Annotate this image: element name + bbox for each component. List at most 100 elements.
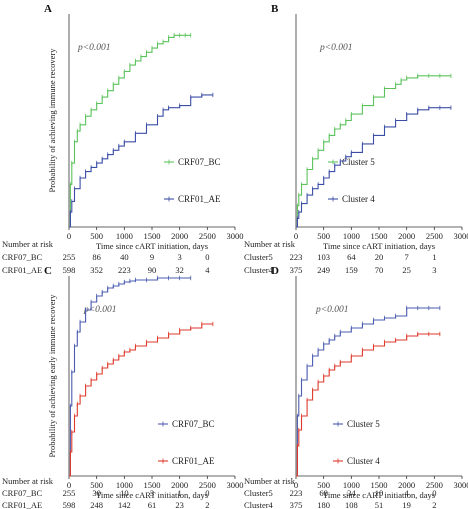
risk-value: 19 — [402, 500, 411, 509]
risk-value: 86 — [92, 252, 101, 262]
risk-value: 223 — [290, 252, 303, 262]
risk-value: 51 — [375, 500, 384, 509]
legend-label: CRF01_AE — [172, 456, 215, 466]
risk-row-label: CRF07_BC — [2, 252, 42, 262]
x-tick-label: 1500 — [371, 231, 388, 241]
risk-value: 0 — [432, 488, 436, 498]
x-tick-label: 1000 — [116, 231, 133, 241]
x-axis-label: Time since cART initiation, days — [323, 241, 435, 251]
x-tick-label: 1500 — [144, 231, 161, 241]
risk-value: 352 — [90, 265, 103, 275]
risk-value: 3 — [432, 265, 436, 275]
legend-label: CRF01_AE — [178, 194, 221, 204]
legend-label: Cluster 4 — [347, 456, 380, 466]
panel-b: B 0 500 1000 1500 2000 2500 3000 Time since cART… — [244, 3, 468, 275]
panel-c: C 0 500 1000 1500 2000 2500 3000 Time since cART… — [2, 265, 244, 509]
risk-row-label: CRF01_AE — [2, 265, 42, 275]
risk-value: 90 — [148, 265, 157, 275]
risk-value: 249 — [317, 265, 330, 275]
x-tick-label: 3000 — [227, 231, 244, 241]
legend-label: Cluster 4 — [342, 194, 375, 204]
p-value-annotation: p<0.001 — [319, 43, 353, 53]
x-tick-label: 2500 — [199, 480, 216, 490]
series-line-2 — [69, 94, 213, 228]
x-tick-label: 1500 — [371, 480, 388, 490]
x-tick-label: 500 — [90, 231, 103, 241]
risk-value: 255 — [63, 488, 76, 498]
x-tick-label: 1000 — [116, 480, 133, 490]
risk-value: 1 — [432, 252, 436, 262]
risk-value: 10 — [375, 488, 384, 498]
risk-value: 70 — [375, 265, 384, 275]
risk-value: 159 — [345, 265, 358, 275]
risk-value: 10 — [120, 488, 129, 498]
risk-table-title: Number at risk — [2, 239, 54, 249]
x-tick-label: 2000 — [171, 480, 188, 490]
risk-row-label: Cluster4 — [244, 265, 274, 275]
legend-label: CRF07_BC — [172, 419, 215, 429]
y-axis-label: Probability of achieving immune recovery — [47, 48, 57, 193]
risk-value: 1 — [178, 488, 182, 498]
risk-value: 68 — [319, 488, 328, 498]
legend-label: CRF07_BC — [178, 157, 221, 167]
risk-value: 598 — [63, 265, 76, 275]
x-tick-label: 0 — [67, 480, 71, 490]
panel-letter: B — [271, 3, 279, 15]
legend-label: Cluster 5 — [342, 157, 375, 167]
risk-value: 32 — [175, 265, 184, 275]
risk-value: 0 — [205, 488, 209, 498]
risk-value: 7 — [405, 252, 409, 262]
p-value-annotation: p<0.001 — [77, 43, 111, 53]
x-axis-label: Time since cART initiation, days — [96, 241, 208, 251]
risk-row-label: Cluster5 — [244, 488, 273, 498]
risk-value: 3 — [178, 252, 182, 262]
risk-value: 598 — [63, 500, 76, 509]
risk-value: 255 — [63, 252, 76, 262]
risk-value: 61 — [148, 500, 157, 509]
risk-value: 30 — [92, 488, 101, 498]
panel-letter: A — [44, 3, 52, 15]
risk-value: 375 — [290, 500, 303, 509]
y-axis-label: Probability of achieving early immune re… — [47, 294, 57, 458]
risk-value: 9 — [150, 252, 154, 262]
x-axis-label: Time since cART initiation, days — [96, 490, 208, 500]
risk-row-label: CRF01_AE — [2, 500, 42, 509]
risk-value: 223 — [290, 488, 303, 498]
risk-table-title: Number at risk — [244, 239, 296, 249]
x-tick-label: 3000 — [227, 480, 244, 490]
x-tick-label: 3000 — [454, 231, 468, 241]
risk-value: 4 — [405, 488, 410, 498]
risk-value: 0 — [205, 252, 209, 262]
risk-value: 2 — [432, 500, 436, 509]
x-tick-label: 500 — [317, 480, 330, 490]
risk-value: 142 — [118, 500, 131, 509]
x-tick-label: 2000 — [398, 480, 415, 490]
series-line-1 — [296, 75, 451, 228]
risk-value: 23 — [175, 500, 184, 509]
x-tick-label: 0 — [294, 480, 298, 490]
risk-value: 25 — [402, 265, 411, 275]
risk-value: 180 — [317, 500, 330, 509]
x-tick-label: 1000 — [343, 231, 360, 241]
x-tick-label: 500 — [317, 231, 330, 241]
x-tick-label: 2000 — [398, 231, 415, 241]
risk-value: 40 — [120, 252, 129, 262]
panel-d: D 0 500 1000 1500 2000 2500 3000 Time since cART… — [244, 265, 468, 509]
risk-table-title: Number at risk — [2, 476, 54, 486]
series-line-1 — [296, 307, 440, 477]
risk-value: 103 — [317, 252, 330, 262]
risk-row-label: Cluster4 — [244, 500, 274, 509]
p-value-annotation: p<0.001 — [315, 305, 349, 315]
risk-value: 20 — [375, 252, 384, 262]
panel-letter: D — [271, 265, 279, 277]
risk-value: 64 — [347, 252, 356, 262]
x-axis-label: Time since cART initiation, days — [323, 490, 435, 500]
risk-value: 248 — [90, 500, 103, 509]
x-tick-label: 2000 — [171, 231, 188, 241]
risk-row-label: CRF07_BC — [2, 488, 42, 498]
risk-table-title: Number at risk — [244, 476, 296, 486]
risk-value: 34 — [347, 488, 356, 498]
risk-value: 2 — [205, 500, 209, 509]
x-tick-label: 1500 — [144, 480, 161, 490]
